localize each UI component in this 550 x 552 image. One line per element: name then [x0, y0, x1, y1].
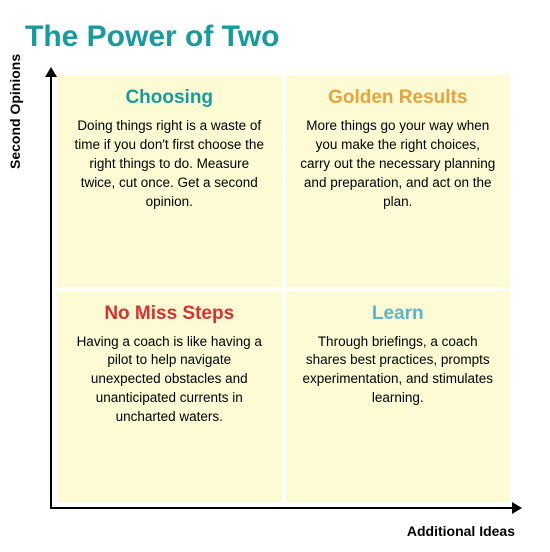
quadrant-title-choosing: Choosing: [125, 87, 213, 109]
x-axis-label: Additional Ideas: [407, 523, 515, 539]
quadrant-top-left: Choosing Doing things right is a waste o…: [57, 75, 282, 287]
quadrant-top-right: Golden Results More things go your way w…: [286, 75, 511, 287]
quadrant-body-no-miss-steps: Having a coach is like having a pilot to…: [71, 333, 268, 427]
quadrant-chart: Second Opinions Additional Ideas Choosin…: [15, 69, 520, 534]
y-axis-label: Second Opinions: [7, 54, 23, 169]
quadrant-grid: Choosing Doing things right is a waste o…: [57, 75, 510, 502]
quadrant-bottom-right: Learn Through briefings, a coach shares …: [286, 291, 511, 503]
quadrant-body-golden-results: More things go your way when you make th…: [300, 117, 497, 211]
quadrant-body-choosing: Doing things right is a waste of time if…: [71, 117, 268, 211]
y-axis-line: [50, 69, 52, 509]
quadrant-title-golden-results: Golden Results: [328, 87, 467, 109]
quadrant-bottom-left: No Miss Steps Having a coach is like hav…: [57, 291, 282, 503]
quadrant-title-learn: Learn: [372, 303, 424, 325]
quadrant-body-learn: Through briefings, a coach shares best p…: [300, 333, 497, 409]
page-title: The Power of Two: [25, 20, 535, 54]
x-axis-line: [50, 507, 520, 509]
quadrant-title-no-miss-steps: No Miss Steps: [104, 303, 234, 325]
